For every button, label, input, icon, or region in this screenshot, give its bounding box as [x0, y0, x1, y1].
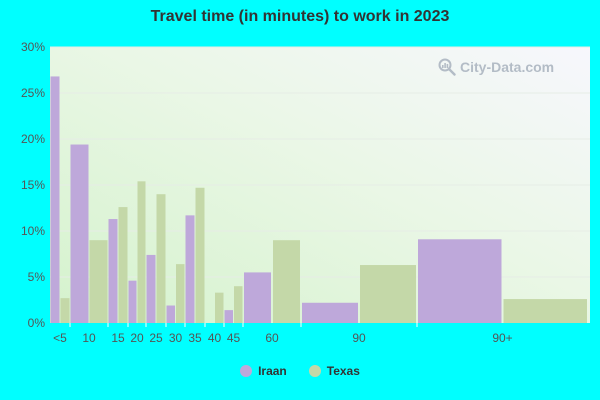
bar-iraan — [50, 76, 60, 323]
y-tick-label: 30% — [21, 40, 45, 54]
x-tick-label: 35 — [188, 331, 202, 345]
bar-iraan — [70, 144, 89, 323]
bar-texas — [215, 292, 224, 323]
legend-item-iraan: Iraan — [240, 364, 287, 378]
x-tick-label: 30 — [169, 331, 183, 345]
bar-iraan — [185, 215, 195, 323]
legend-swatch-iraan — [240, 365, 253, 377]
legend-label-iraan: Iraan — [258, 364, 287, 378]
legend-swatch-texas — [308, 365, 321, 377]
bar-texas — [360, 265, 416, 323]
bar-texas — [503, 299, 587, 323]
legend-item-texas: Texas — [308, 364, 360, 378]
x-tick-label: 20 — [130, 331, 144, 345]
x-tick-label: 90 — [352, 331, 366, 345]
y-tick-label: 15% — [21, 178, 45, 192]
y-tick-label: 5% — [28, 270, 46, 284]
bar-iraan — [244, 272, 271, 323]
bar-texas — [156, 194, 166, 323]
y-tick-label: 10% — [21, 224, 45, 238]
x-tick-label: 15 — [111, 331, 125, 345]
legend-label-texas: Texas — [326, 364, 360, 378]
x-tick-label: 60 — [265, 331, 279, 345]
bar-texas — [176, 264, 185, 323]
chart-title: Travel time (in minutes) to work in 2023 — [150, 8, 450, 25]
bar-texas — [137, 181, 146, 323]
watermark: City-Data.com — [438, 58, 554, 76]
bar-iraan — [146, 254, 156, 323]
magnifier-icon — [438, 58, 456, 76]
bar-texas — [195, 187, 205, 323]
bar-texas — [118, 207, 128, 323]
bar-texas — [234, 286, 243, 323]
x-tick-label: 90+ — [492, 331, 512, 345]
legend: Iraan Texas — [0, 364, 600, 378]
x-tick-label: 10 — [82, 331, 96, 345]
x-tick-label: 40 — [208, 331, 222, 345]
bar-iraan — [224, 310, 233, 323]
y-tick-label: 20% — [21, 132, 45, 146]
bar-iraan — [108, 219, 118, 323]
y-tick-label: 0% — [28, 316, 46, 330]
x-tick-label: 25 — [149, 331, 163, 345]
bar-iraan — [302, 302, 358, 323]
x-tick-label: 45 — [227, 331, 241, 345]
y-tick-label: 25% — [21, 86, 45, 100]
bar-texas — [273, 240, 300, 323]
x-tick-label: <5 — [53, 331, 67, 345]
bar-iraan — [418, 239, 502, 323]
bar-iraan — [128, 280, 137, 323]
watermark-text: City-Data.com — [460, 59, 555, 75]
bar-texas — [89, 240, 108, 323]
bar-texas — [60, 298, 70, 323]
bar-iraan — [166, 305, 175, 323]
